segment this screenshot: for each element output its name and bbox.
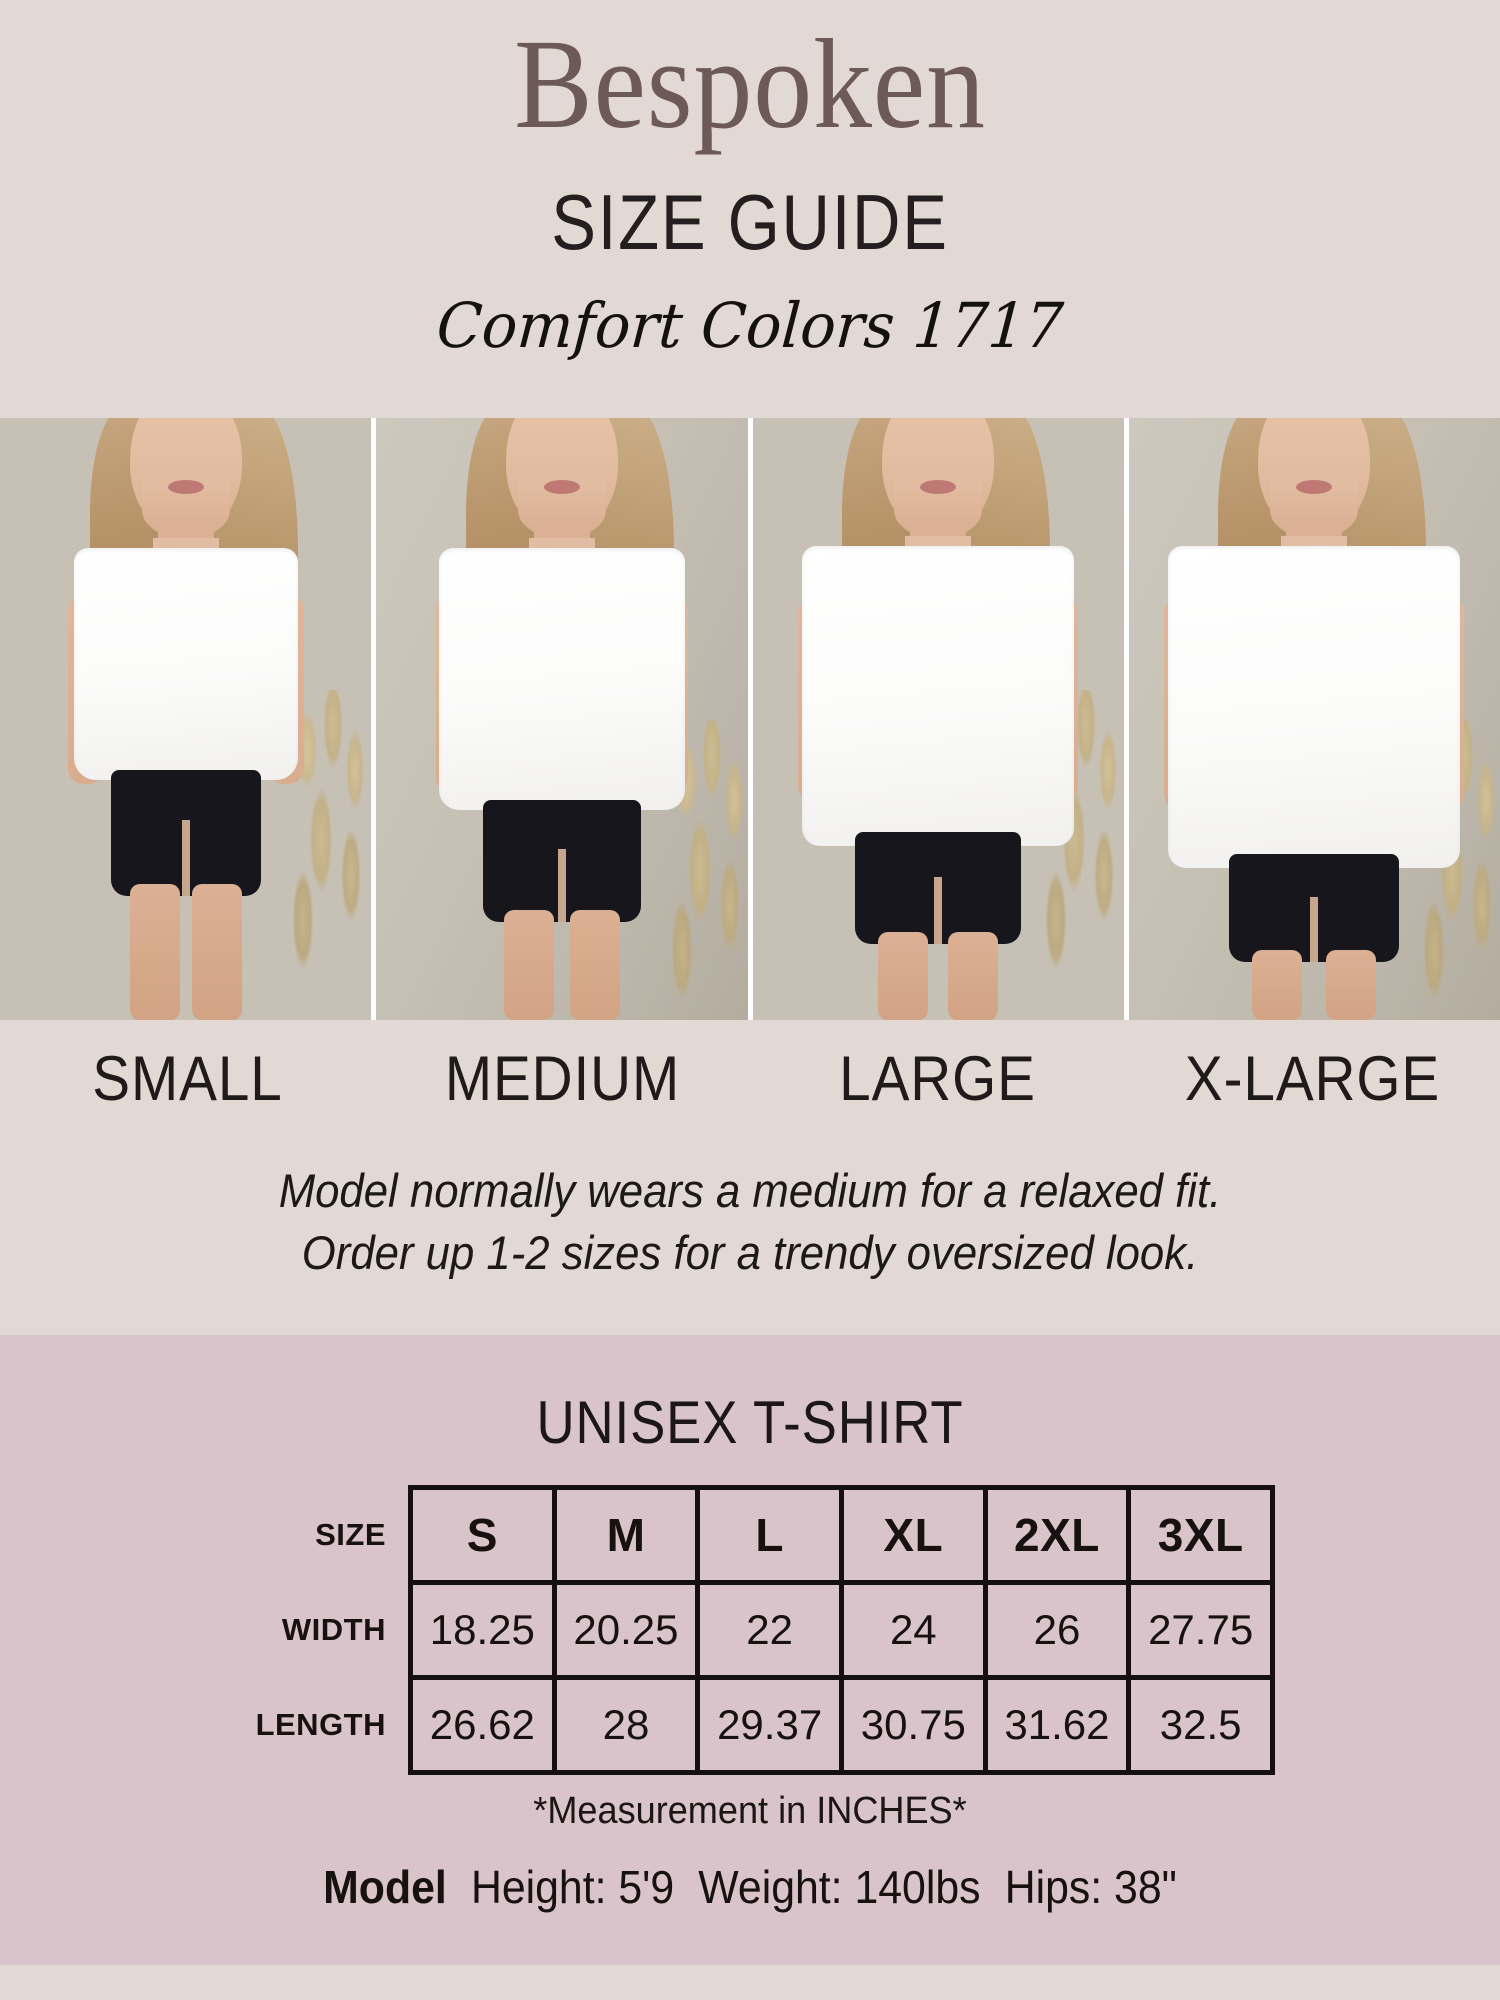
tshirt-small — [73, 548, 298, 780]
model-weight: Weight: 140lbs — [698, 1861, 981, 1913]
length-cell-s: 26.62 — [408, 1675, 557, 1775]
model-lips — [167, 480, 204, 494]
size-table-wrapper: SIZE S M L XL 2XL 3XL WIDTH 18.25 20.25 … — [235, 1485, 1275, 1775]
model-photo-small — [0, 418, 372, 1020]
header-cell-3xl: 3XL — [1126, 1485, 1275, 1585]
model-photo-large — [752, 418, 1124, 1020]
length-cell-2xl: 31.62 — [982, 1675, 1132, 1775]
width-cell-2xl: 26 — [982, 1580, 1132, 1680]
length-cell-m: 28 — [551, 1675, 701, 1775]
width-cell-3xl: 27.75 — [1126, 1580, 1275, 1680]
bike-shorts — [110, 770, 261, 896]
table-row-width: WIDTH 18.25 20.25 22 24 26 27.75 — [235, 1580, 1275, 1680]
tshirt-medium — [438, 548, 685, 810]
leg-right — [569, 910, 620, 1020]
measurements-band: UNISEX T-SHIRT SIZE S M L XL 2XL 3XL WID… — [0, 1335, 1500, 1965]
bike-shorts — [482, 800, 641, 922]
brand-name: Bespoken — [514, 13, 986, 155]
caption-xlarge: X-LARGE — [1184, 1044, 1441, 1114]
model-figure-xlarge — [1129, 418, 1500, 1020]
width-cell-l: 22 — [695, 1580, 844, 1680]
leg-left — [1252, 950, 1303, 1020]
bottom-strip — [0, 1965, 1500, 2000]
model-lips — [920, 480, 957, 494]
leg-right — [948, 932, 999, 1020]
model-photo-strip — [0, 418, 1500, 1020]
product-subtitle: Comfort Colors 1717 — [434, 289, 1066, 362]
fit-note-line-2: Order up 1-2 sizes for a trendy oversize… — [301, 1226, 1199, 1280]
tshirt-large — [802, 546, 1075, 846]
fit-note-line-1: Model normally wears a medium for a rela… — [278, 1164, 1222, 1217]
row-label-width: WIDTH — [281, 1612, 386, 1647]
leg-right — [1326, 950, 1377, 1020]
model-figure-medium — [376, 418, 747, 1020]
size-caption-row: SMALL MEDIUM LARGE X-LARGE — [0, 1048, 1500, 1111]
leg-right — [191, 884, 242, 1020]
model-lips — [543, 480, 580, 494]
width-cell-m: 20.25 — [551, 1580, 701, 1680]
model-photo-medium — [376, 418, 748, 1020]
table-row-size: SIZE S M L XL 2XL 3XL — [235, 1485, 1275, 1585]
header-cell-s: S — [408, 1485, 557, 1585]
caption-medium: MEDIUM — [444, 1044, 681, 1114]
size-table: SIZE S M L XL 2XL 3XL WIDTH 18.25 20.25 … — [235, 1485, 1275, 1775]
length-cell-l: 29.37 — [695, 1675, 844, 1775]
model-lips — [1296, 480, 1333, 494]
row-label-length: LENGTH — [255, 1707, 386, 1742]
row-label-size: SIZE — [315, 1517, 386, 1552]
width-cell-s: 18.25 — [408, 1580, 557, 1680]
measurement-footnote: *Measurement in INCHES* — [533, 1790, 967, 1832]
tshirt-xlarge — [1168, 546, 1461, 868]
width-cell-xl: 24 — [838, 1580, 988, 1680]
bike-shorts — [855, 832, 1022, 944]
caption-large: LARGE — [839, 1044, 1036, 1114]
header-cell-m: M — [551, 1485, 701, 1585]
model-figure-small — [0, 418, 371, 1020]
bike-shorts — [1229, 854, 1400, 962]
leg-left — [503, 910, 554, 1020]
size-labels-band: SMALL MEDIUM LARGE X-LARGE Model normall… — [0, 1020, 1500, 1335]
header-band: Bespoken SIZE GUIDE Comfort Colors 1717 — [0, 0, 1500, 418]
length-cell-3xl: 32.5 — [1126, 1675, 1275, 1775]
leg-left — [878, 932, 929, 1020]
table-title: UNISEX T-SHIRT — [536, 1389, 964, 1456]
model-figure-large — [753, 418, 1124, 1020]
header-cell-2xl: 2XL — [982, 1485, 1132, 1585]
model-stats-label: Model — [323, 1861, 447, 1913]
table-row-length: LENGTH 26.62 28 29.37 30.75 31.62 32.5 — [235, 1675, 1275, 1775]
model-photo-xlarge — [1128, 418, 1500, 1020]
length-cell-xl: 30.75 — [838, 1675, 988, 1775]
page-title: SIZE GUIDE — [551, 178, 949, 266]
header-cell-xl: XL — [838, 1485, 988, 1585]
caption-small: SMALL — [92, 1044, 283, 1114]
leg-left — [129, 884, 180, 1020]
model-stats: Model Height: 5'9 Weight: 140lbs Hips: 38" — [53, 1860, 1448, 1914]
fit-note: Model normally wears a medium for a rela… — [53, 1160, 1448, 1284]
model-height: Height: 5'9 — [470, 1861, 675, 1913]
model-hips: Hips: 38" — [1004, 1861, 1177, 1913]
header-cell-l: L — [695, 1485, 844, 1585]
